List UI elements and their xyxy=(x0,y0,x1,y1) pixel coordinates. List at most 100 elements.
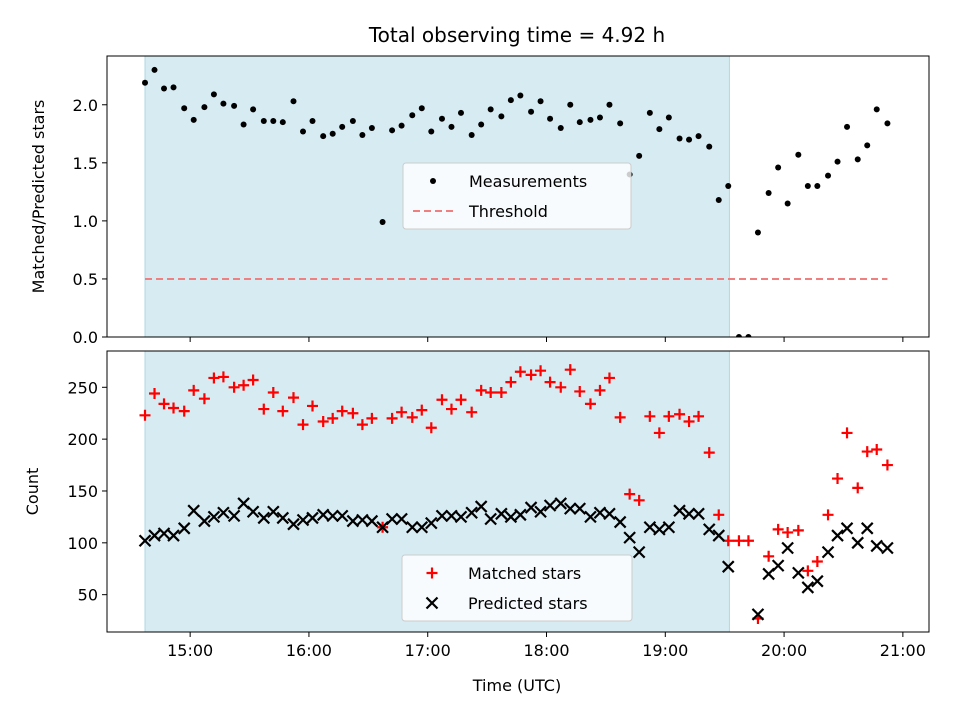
predicted-stars-point xyxy=(296,513,310,527)
measurements-point xyxy=(784,200,791,207)
y-axis-label: Matched/Predicted stars xyxy=(29,100,48,294)
measurements-point xyxy=(854,156,861,163)
x-tick-label: 19:00 xyxy=(642,641,688,660)
predicted-stars-point xyxy=(198,514,211,528)
predicted-stars-point xyxy=(673,504,686,517)
predicted-stars-point xyxy=(721,560,735,573)
measurements-point xyxy=(359,131,366,138)
predicted-stars-point xyxy=(138,534,152,548)
matched-stars-point xyxy=(327,412,339,424)
y-tick-label: 200 xyxy=(67,430,98,449)
predicted-stars-point xyxy=(831,529,844,542)
matched-stars-point xyxy=(742,535,754,547)
measurements-point xyxy=(190,116,197,123)
predicted-stars-point xyxy=(534,505,547,518)
measurements-point xyxy=(606,101,613,108)
matched-stars-point xyxy=(208,372,220,384)
matched-stars-point xyxy=(455,394,467,406)
measurements-point xyxy=(706,143,713,150)
measurements-point xyxy=(646,109,653,116)
measurements-point xyxy=(587,116,594,123)
measurements-point xyxy=(884,120,891,127)
measurements-point xyxy=(299,128,306,135)
matched-stars-point xyxy=(624,488,636,500)
measurements-point xyxy=(438,115,445,122)
predicted-stars-point xyxy=(148,529,161,542)
matched-stars-point xyxy=(287,392,299,404)
matched-stars-point xyxy=(466,406,478,418)
matched-stars-point xyxy=(792,524,804,536)
predicted-stars-point xyxy=(257,511,271,525)
predicted-stars-point xyxy=(733,641,744,652)
predicted-stars-point xyxy=(623,531,636,544)
matched-stars-point xyxy=(366,412,378,424)
measurements-point xyxy=(596,114,603,121)
predicted-stars-point xyxy=(682,507,696,521)
legend-handle xyxy=(426,567,438,579)
matched-stars-point xyxy=(822,509,834,521)
predicted-stars-point xyxy=(227,509,241,523)
measurements-point xyxy=(557,124,564,131)
measurements-point xyxy=(379,219,386,226)
measurements-point xyxy=(260,118,267,125)
matched-stars-point xyxy=(663,410,675,422)
measurements-point xyxy=(754,229,761,236)
predicted-stars-point xyxy=(702,523,716,536)
matched-stars-point xyxy=(683,416,695,428)
measurements-point xyxy=(457,109,464,116)
matched-stars-point xyxy=(347,407,359,419)
predicted-stars-point xyxy=(563,502,577,515)
matched-stars-point xyxy=(485,386,497,398)
predicted-stars-point xyxy=(326,509,339,523)
matched-stars-point xyxy=(168,402,180,414)
x-tick-label: 20:00 xyxy=(761,641,807,660)
measurements-point xyxy=(389,127,396,134)
matched-stars-point xyxy=(811,555,823,567)
predicted-stars-point xyxy=(554,497,568,510)
matched-stars-point xyxy=(386,412,398,424)
predicted-stars-point xyxy=(692,507,705,521)
measurements-point xyxy=(765,190,772,197)
predicted-stars-point xyxy=(415,520,429,534)
predicted-stars-point xyxy=(246,505,260,518)
predicted-stars-point xyxy=(267,505,280,518)
measurements-point xyxy=(795,151,802,158)
measurements-point xyxy=(161,85,168,92)
matched-stars-point xyxy=(852,482,864,494)
predicted-stars-point xyxy=(801,581,815,594)
axes-frame xyxy=(106,350,930,633)
measurements-point xyxy=(270,118,277,125)
plot-area xyxy=(142,66,891,337)
matched-stars-point xyxy=(475,384,487,396)
measurements-point xyxy=(576,119,583,126)
predicted-stars-point xyxy=(435,509,449,523)
matched-stars-point xyxy=(505,376,517,388)
predicted-stars-point xyxy=(870,539,884,553)
measurements-point xyxy=(448,123,455,130)
matched-stars-point xyxy=(267,386,279,398)
legend-label: Predicted stars xyxy=(468,594,588,613)
legend-box xyxy=(401,554,633,622)
x-tick-label: 16:00 xyxy=(286,641,332,660)
legend-label: Threshold xyxy=(468,202,548,221)
predicted-stars-point xyxy=(781,541,794,555)
matched-stars-point xyxy=(406,411,418,423)
y-tick-label: 2.0 xyxy=(73,96,98,115)
predicted-stars-point xyxy=(167,529,180,542)
matched-stars-point xyxy=(297,419,309,431)
x-tick-label: 18:00 xyxy=(523,641,569,660)
measurements-point xyxy=(279,119,286,126)
matched-stars-point xyxy=(247,374,259,386)
measurements-point xyxy=(695,133,702,140)
measurements-point xyxy=(517,92,524,99)
measurements-point xyxy=(567,101,574,108)
measurements-point xyxy=(142,79,149,86)
matched-stars-point xyxy=(861,446,873,458)
measurements-point xyxy=(409,112,416,119)
legend-handle xyxy=(425,596,439,610)
predicted-stars-point xyxy=(543,499,557,512)
matched-stars-point xyxy=(574,385,586,397)
y-tick-label: 50 xyxy=(78,586,98,605)
predicted-stars-point xyxy=(751,608,765,621)
predicted-stars-point xyxy=(712,529,726,542)
